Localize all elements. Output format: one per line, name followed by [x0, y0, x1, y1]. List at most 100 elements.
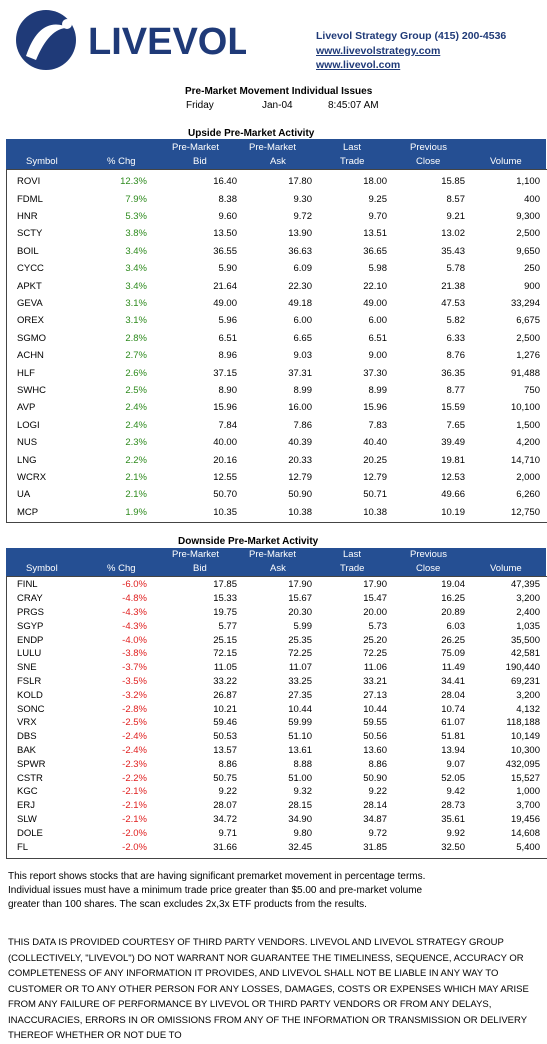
symbol-cell: DOLE [17, 827, 43, 839]
table-row: GEVA 3.1% 49.00 49.18 49.00 47.53 33,294 [7, 295, 547, 312]
last-trade-cell: 25.20 [363, 634, 387, 646]
pm-ask-cell: 8.99 [293, 384, 313, 396]
pm-ask-cell: 34.90 [288, 813, 312, 825]
volume-cell: 2,400 [516, 606, 540, 618]
last-trade-cell: 5.73 [368, 620, 388, 632]
prev-close-cell: 51.81 [441, 731, 465, 743]
pct-chg-cell: 2.4% [125, 419, 147, 431]
volume-cell: 1,500 [516, 419, 540, 431]
prev-close-cell: 36.35 [441, 367, 465, 379]
symbol-cell: AVP [17, 402, 36, 414]
pm-ask-cell: 59.99 [288, 717, 312, 729]
pct-chg-cell: -3.7% [122, 662, 147, 674]
col-prev-2: Close [416, 563, 441, 574]
table-row: SLW -2.1% 34.72 34.90 34.87 35.61 19,456 [7, 813, 547, 827]
table-row: WCRX 2.1% 12.55 12.79 12.79 12.53 2,000 [7, 469, 547, 486]
volume-cell: 118,188 [506, 717, 540, 729]
volume-cell: 69,231 [510, 675, 540, 687]
report-time: 8:45:07 AM [328, 100, 379, 111]
pm-ask-cell: 20.33 [288, 454, 312, 466]
pm-bid-cell: 49.00 [213, 297, 237, 309]
pm-ask-cell: 13.90 [288, 228, 312, 240]
pm-ask-cell: 22.30 [288, 280, 312, 292]
pm-ask-cell: 49.18 [288, 297, 312, 309]
table-row: LULU -3.8% 72.15 72.25 72.25 75.09 42,581 [7, 647, 547, 661]
symbol-cell: SPWR [17, 758, 46, 770]
table-row: LOGI 2.4% 7.84 7.86 7.83 7.65 1,500 [7, 417, 547, 434]
prev-close-cell: 28.73 [441, 800, 465, 812]
symbol-cell: ROVI [17, 176, 41, 188]
last-trade-cell: 15.47 [363, 593, 387, 605]
prev-close-cell: 5.82 [446, 315, 466, 327]
pct-chg-cell: 2.2% [125, 454, 147, 466]
col-pct: % Chg [107, 563, 136, 574]
livevolstrategy-link[interactable]: www.livevolstrategy.com [316, 44, 441, 57]
last-trade-cell: 11.06 [363, 662, 387, 674]
pct-chg-cell: -2.1% [122, 786, 147, 798]
last-trade-cell: 7.83 [368, 419, 388, 431]
last-trade-cell: 33.21 [363, 675, 387, 687]
table-row: SGYP -4.3% 5.77 5.99 5.73 6.03 1,035 [7, 619, 547, 633]
prev-close-cell: 21.38 [441, 280, 465, 292]
last-trade-cell: 9.25 [368, 193, 388, 205]
volume-cell: 1,035 [516, 620, 540, 632]
volume-cell: 12,750 [510, 506, 540, 518]
pct-chg-cell: 2.8% [125, 332, 147, 344]
volume-cell: 1,100 [516, 176, 540, 188]
symbol-cell: CYCC [17, 263, 44, 275]
table-row: SNE -3.7% 11.05 11.07 11.06 11.49 190,440 [7, 661, 547, 675]
prev-close-cell: 7.65 [446, 419, 466, 431]
pm-bid-cell: 50.70 [213, 489, 237, 501]
last-trade-cell: 49.00 [363, 297, 387, 309]
pm-bid-cell: 10.35 [213, 506, 237, 518]
pct-chg-cell: 2.6% [125, 367, 147, 379]
prev-close-cell: 75.09 [441, 648, 465, 660]
prev-close-cell: 5.78 [446, 263, 466, 275]
pm-ask-cell: 51.00 [288, 772, 312, 784]
last-trade-cell: 50.90 [363, 772, 387, 784]
prev-close-cell: 13.94 [441, 744, 465, 756]
symbol-cell: WCRX [17, 471, 47, 483]
pm-bid-cell: 12.55 [213, 471, 237, 483]
prev-close-cell: 9.21 [446, 210, 466, 222]
volume-cell: 14,710 [510, 454, 540, 466]
livevol-link[interactable]: www.livevol.com [316, 59, 401, 71]
pct-chg-cell: -2.1% [122, 800, 147, 812]
table-row: AVP 2.4% 15.96 16.00 15.96 15.59 10,100 [7, 399, 547, 416]
pm-bid-cell: 13.50 [213, 228, 237, 240]
prev-close-cell: 15.59 [441, 402, 465, 414]
prev-close-cell: 9.07 [446, 758, 466, 770]
col-prev-2: Close [416, 156, 441, 167]
col-volume: Volume [490, 563, 522, 574]
pm-bid-cell: 19.75 [213, 606, 237, 618]
symbol-cell: CSTR [17, 772, 43, 784]
volume-cell: 10,300 [510, 744, 540, 756]
pm-ask-cell: 72.25 [288, 648, 312, 660]
symbol-cell: SGYP [17, 620, 44, 632]
pct-chg-cell: 3.8% [125, 228, 147, 240]
table-row: CSTR -2.2% 50.75 51.00 50.90 52.05 15,527 [7, 771, 547, 785]
pct-chg-cell: -4.3% [122, 606, 147, 618]
prev-close-cell: 11.49 [441, 662, 465, 674]
volume-cell: 3,200 [516, 593, 540, 605]
symbol-cell: ENDP [17, 634, 44, 646]
last-trade-cell: 9.22 [368, 786, 388, 798]
prev-close-cell: 19.81 [441, 454, 465, 466]
table-row: KGC -2.1% 9.22 9.32 9.22 9.42 1,000 [7, 785, 547, 799]
prev-close-cell: 47.53 [441, 297, 465, 309]
last-trade-cell: 9.72 [368, 827, 388, 839]
pct-chg-cell: 3.4% [125, 263, 147, 275]
table-row: SCTY 3.8% 13.50 13.90 13.51 13.02 2,500 [7, 225, 547, 242]
pm-bid-cell: 6.51 [218, 332, 238, 344]
table-row: SGMO 2.8% 6.51 6.65 6.51 6.33 2,500 [7, 330, 547, 347]
upside-header: Symbol % Chg Pre-Market Bid Pre-Market A… [6, 139, 546, 169]
prev-close-cell: 10.19 [441, 506, 465, 518]
col-last: Last [343, 142, 361, 153]
pct-chg-cell: 12.3% [120, 176, 147, 188]
prev-close-cell: 6.33 [446, 332, 466, 344]
volume-cell: 3,200 [516, 689, 540, 701]
pm-ask-cell: 6.00 [293, 315, 313, 327]
last-trade-cell: 9.00 [368, 350, 388, 362]
pm-ask-cell: 9.03 [293, 350, 313, 362]
pm-ask-cell: 11.07 [288, 662, 312, 674]
